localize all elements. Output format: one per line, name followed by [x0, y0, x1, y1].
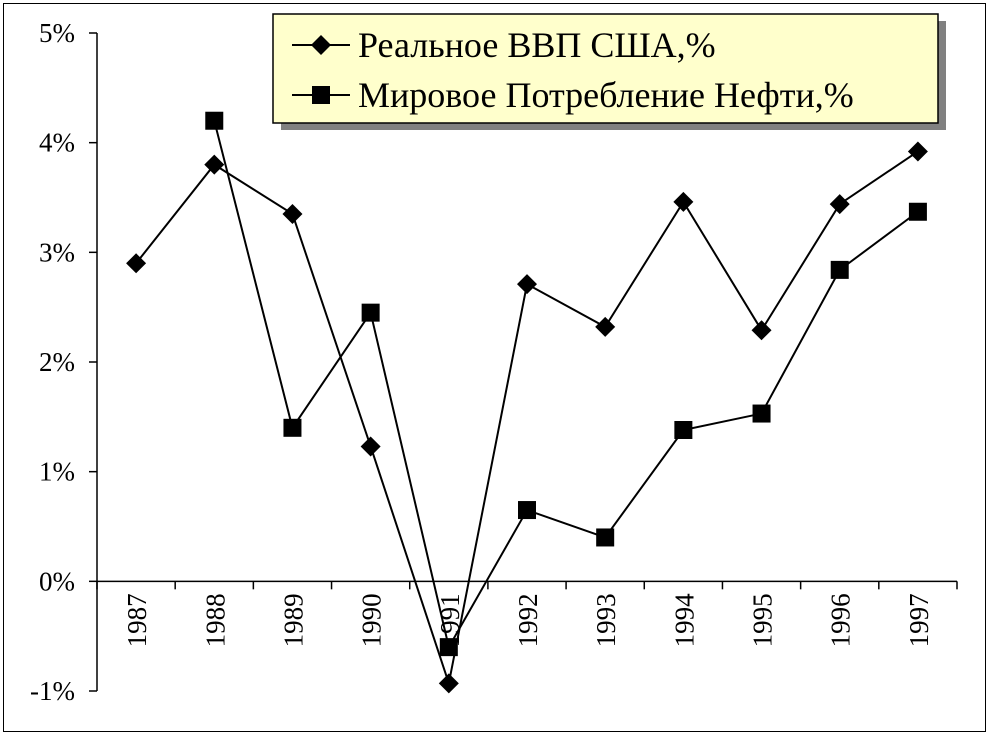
point-diamond	[438, 673, 459, 694]
y-tick-label: -1%	[30, 676, 75, 706]
point-diamond	[907, 141, 928, 162]
x-tick-label: 1996	[826, 593, 856, 647]
point-square	[283, 418, 302, 437]
point-square	[752, 404, 771, 423]
x-tick-label: 1993	[591, 593, 621, 647]
legend-box	[272, 13, 939, 124]
point-square	[830, 260, 849, 279]
x-tick-label: 1988	[200, 593, 230, 647]
point-square	[908, 202, 927, 221]
point-diamond	[751, 320, 772, 341]
x-tick-label: 1995	[748, 593, 778, 647]
y-tick-label: 5%	[39, 18, 75, 48]
point-diamond	[204, 154, 225, 175]
x-tick-label: 1990	[357, 593, 387, 647]
legend-label-gdp: Реальное ВВП США,%	[358, 25, 716, 65]
point-diamond	[517, 274, 537, 295]
point-diamond	[673, 191, 694, 212]
point-diamond	[360, 436, 381, 457]
point-square	[518, 501, 536, 520]
legend-marker-gdp	[311, 35, 331, 55]
point-diamond	[829, 194, 850, 215]
chart-series	[126, 111, 928, 694]
legend-marker-oil	[312, 86, 330, 104]
x-tick-label: 1989	[278, 593, 308, 647]
point-square	[439, 638, 458, 657]
chart-legend: Реальное ВВП США,% Мировое Потребление Н…	[272, 13, 946, 130]
x-tick-label: 1992	[513, 593, 543, 647]
y-tick-label: 2%	[39, 347, 75, 377]
y-tick-label: 1%	[39, 457, 75, 487]
y-tick-label: 4%	[39, 128, 75, 158]
x-tick-label: 1987	[122, 593, 152, 647]
point-diamond	[282, 203, 303, 224]
y-tick-label: 0%	[39, 566, 75, 596]
point-square	[596, 528, 615, 547]
series-line-1	[213, 120, 919, 650]
x-tick-label: 1997	[904, 593, 934, 647]
point-square	[674, 420, 693, 439]
x-tick-label: 1994	[669, 593, 699, 648]
point-diamond	[126, 253, 147, 274]
point-square	[205, 111, 224, 130]
point-square	[361, 303, 380, 322]
y-tick-label: 3%	[39, 237, 75, 267]
legend-label-oil: Мировое Потребление Нефти,%	[358, 75, 854, 115]
point-diamond	[595, 316, 616, 337]
